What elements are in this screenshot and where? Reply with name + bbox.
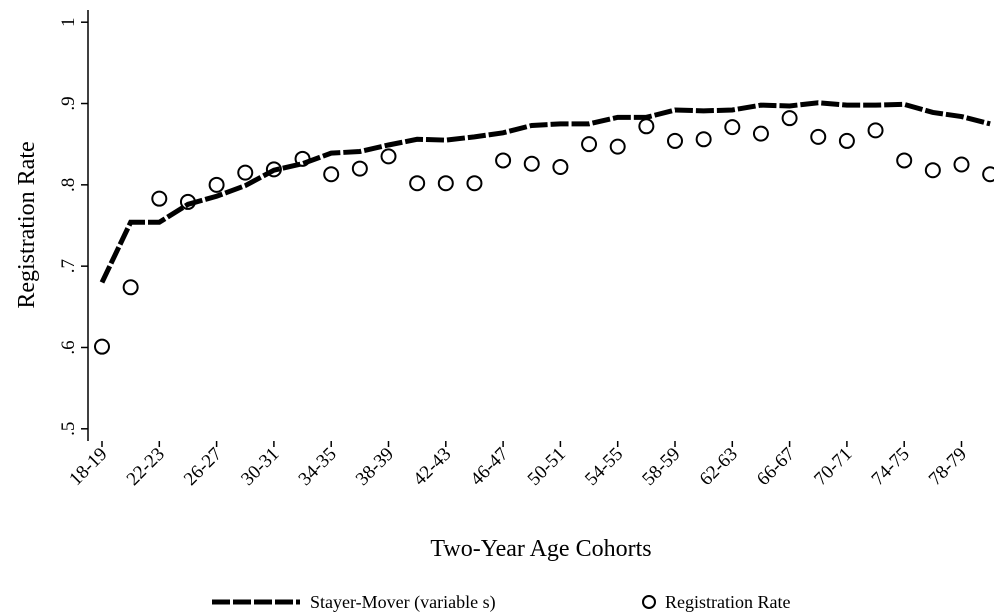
y-tick-label: .8	[58, 178, 79, 192]
data-point	[867, 122, 884, 139]
data-point	[609, 138, 626, 155]
x-tick-label: 38-39	[352, 444, 398, 490]
legend-label: Stayer-Mover (variable s)	[310, 592, 496, 613]
data-point	[924, 162, 941, 179]
data-point	[265, 161, 282, 178]
y-tick-label: 1	[58, 17, 79, 27]
series-line	[99, 100, 991, 284]
data-point	[151, 190, 168, 207]
x-tick-label: 34-35	[295, 444, 341, 490]
x-tick-label: 66-67	[753, 444, 799, 490]
x-tick-label: 18-19	[65, 444, 111, 490]
x-tick-label: 50-51	[524, 444, 570, 490]
data-point	[409, 175, 426, 192]
data-point	[237, 164, 254, 181]
y-tick-label: .6	[58, 340, 79, 354]
data-point	[437, 175, 454, 192]
data-point	[294, 150, 311, 167]
x-tick-label: 58-59	[638, 444, 684, 490]
x-tick-label: 78-79	[925, 444, 971, 490]
data-point	[208, 176, 225, 193]
data-point	[179, 193, 196, 210]
x-tick-label: 70-71	[810, 444, 856, 490]
data-point	[323, 166, 340, 183]
x-tick-label: 54-55	[581, 444, 627, 490]
x-tick-label: 74-75	[868, 444, 914, 490]
data-point	[953, 156, 970, 173]
x-tick-label: 46-47	[466, 444, 512, 490]
x-tick-label: 42-43	[409, 444, 455, 490]
data-point	[752, 125, 769, 142]
x-tick-label: 62-63	[696, 444, 742, 490]
data-point	[122, 279, 139, 296]
y-tick-label: .9	[58, 96, 79, 110]
legend-swatch	[642, 595, 656, 609]
data-point	[638, 118, 655, 135]
data-point	[581, 136, 598, 153]
data-point	[380, 148, 397, 165]
data-point	[351, 160, 368, 177]
x-tick-label: 26-27	[180, 444, 226, 490]
data-point	[838, 132, 855, 149]
y-tick-label: .5	[58, 422, 79, 436]
y-axis-title: Registration Rate	[14, 141, 40, 308]
y-tick-label: .7	[58, 259, 79, 273]
data-point	[781, 110, 798, 127]
data-point	[724, 119, 741, 136]
data-point	[982, 166, 994, 183]
data-point	[552, 158, 569, 175]
data-point	[94, 338, 110, 355]
legend-label: Registration Rate	[665, 592, 790, 612]
data-point	[495, 152, 512, 169]
data-point	[667, 132, 683, 149]
x-tick-label: 22-23	[123, 444, 169, 490]
data-point	[466, 175, 483, 192]
x-tick-label: 30-31	[237, 444, 283, 490]
data-point	[523, 155, 540, 172]
x-axis-title: Two-Year Age Cohorts	[430, 536, 651, 562]
data-point	[810, 128, 827, 145]
data-point	[695, 131, 712, 148]
data-point	[896, 152, 913, 169]
